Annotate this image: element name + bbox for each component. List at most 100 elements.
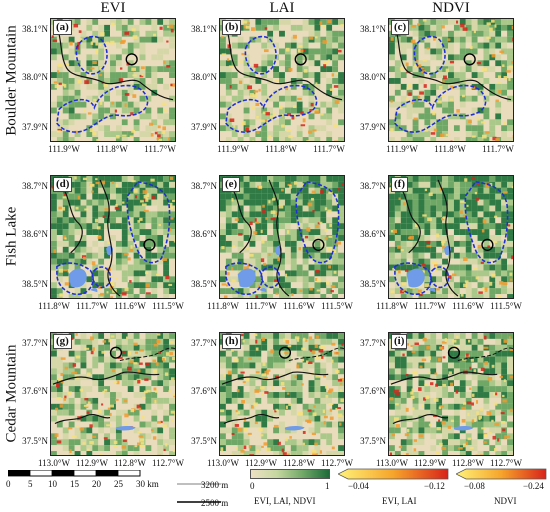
lake [90, 287, 98, 293]
study-area-outline [288, 347, 344, 362]
lon-tick-label: 112.7°W [151, 458, 184, 468]
map-panel-boulder-mountain-lai: (b) [219, 18, 345, 142]
contour-line [52, 371, 160, 385]
study-area-outline [119, 347, 175, 362]
colorbar-ndvi-min: −0.08 [464, 481, 485, 491]
colorbar-evi-lai-arrow [338, 468, 449, 480]
study-area-outline [225, 262, 263, 296]
lon-tick-label: 111.7°W [245, 301, 277, 311]
colorbar-ndvi-max: −0.24 [523, 481, 544, 491]
lat-tick-label: 37.5°N [22, 436, 48, 446]
lake [406, 268, 425, 288]
panel-label: (c) [391, 20, 410, 35]
site-marker [278, 346, 292, 359]
study-area-outline [225, 84, 318, 133]
map-panel-cedar-mountain-ndvi: (i) [388, 332, 514, 456]
lake [284, 425, 305, 431]
contour-line [229, 185, 252, 254]
lat-tick-label: 37.5°N [191, 436, 217, 446]
colorbar-vegetation-min: 0 [250, 481, 255, 491]
contour-line [54, 24, 174, 101]
contour-line [392, 24, 512, 101]
map-raster [220, 19, 344, 141]
lon-tick-label: 111.5°W [321, 301, 353, 311]
lon-tick-label: 111.7°W [76, 301, 108, 311]
lake [453, 425, 474, 431]
lon-tick-label: 111.7°W [482, 144, 514, 154]
column-title-evi: EVI [100, 0, 126, 16]
site-marker [143, 238, 156, 251]
lon-tick-label: 111.5°W [152, 301, 184, 311]
study-area-outline [75, 35, 108, 75]
lon-tick-label: 111.8°W [376, 301, 408, 311]
site-marker [312, 238, 325, 251]
contour-low-label: 2500 m [201, 498, 229, 508]
map-panel-fish-lake-evi: (d) [50, 175, 176, 299]
contour-legend [177, 483, 221, 503]
colorbar-vegetation-index [250, 469, 330, 479]
lon-tick-label: 113.0°W [375, 458, 408, 468]
scale-tick-30km: 30 km [136, 479, 159, 489]
lat-tick-label: 37.9°N [22, 122, 48, 132]
panel-label: (h) [222, 334, 242, 349]
map-panel-fish-lake-ndvi: (f) [388, 175, 514, 299]
lat-tick-label: 38.6°N [191, 229, 217, 239]
panel-label: (f) [391, 177, 408, 192]
lake [428, 287, 436, 293]
site-marker [463, 53, 476, 66]
lon-tick-label: 112.9°W [244, 458, 277, 468]
study-area-outline [429, 266, 450, 289]
lat-tick-label: 38.0°N [360, 72, 386, 82]
lat-tick-label: 38.6°N [22, 229, 48, 239]
site-marker [481, 238, 494, 251]
lat-tick-label: 37.9°N [191, 122, 217, 132]
lon-tick-label: 111.9°W [386, 144, 418, 154]
lat-tick-label: 38.7°N [360, 181, 386, 191]
lake [259, 287, 267, 293]
panel-label: (i) [391, 334, 408, 349]
scale-tick-20: 20 [92, 479, 101, 489]
contour-line [221, 371, 329, 385]
study-area-outline [295, 181, 340, 264]
lon-tick-label: 111.8°W [207, 301, 239, 311]
site-marker [125, 53, 138, 66]
lat-tick-label: 37.6°N [360, 386, 386, 396]
map-raster [51, 333, 175, 455]
study-area-outline [244, 35, 277, 75]
lon-tick-label: 111.6°W [452, 301, 484, 311]
panel-label: (g) [53, 334, 72, 349]
study-area-outline [394, 262, 432, 296]
contour-line [60, 185, 83, 254]
lon-tick-label: 112.7°W [320, 458, 353, 468]
lat-tick-label: 37.7°N [191, 338, 217, 348]
lon-tick-label: 113.0°W [206, 458, 239, 468]
study-area-outline [126, 181, 171, 264]
scale-bar [8, 470, 141, 477]
lon-tick-label: 112.9°W [413, 458, 446, 468]
contour-line [223, 24, 343, 101]
site-marker [294, 53, 307, 66]
panel-label: (a) [53, 20, 72, 35]
study-area-outline [56, 262, 94, 296]
lon-tick-label: 111.7°W [414, 301, 446, 311]
map-raster [220, 176, 344, 298]
lat-tick-label: 38.1°N [360, 24, 386, 34]
lat-tick-label: 38.0°N [22, 72, 48, 82]
lat-tick-label: 38.6°N [360, 229, 386, 239]
study-area-outline [464, 181, 509, 264]
study-area-outline [260, 266, 281, 289]
map-panel-boulder-mountain-evi: (a) [50, 18, 176, 142]
lon-tick-label: 111.7°W [313, 144, 345, 154]
lon-tick-label: 112.8°W [282, 458, 315, 468]
lon-tick-label: 112.8°W [451, 458, 484, 468]
lat-tick-label: 38.1°N [22, 24, 48, 34]
panel-label: (d) [53, 177, 73, 192]
colorbar-evi-lai-label: EVI, LAI [382, 496, 417, 506]
map-raster [389, 176, 513, 298]
lat-tick-label: 38.7°N [191, 181, 217, 191]
lon-tick-label: 111.8°W [96, 144, 128, 154]
lon-tick-label: 112.7°W [489, 458, 522, 468]
study-area-outline [56, 84, 149, 133]
lon-tick-label: 111.7°W [144, 144, 176, 154]
lake [237, 268, 256, 288]
